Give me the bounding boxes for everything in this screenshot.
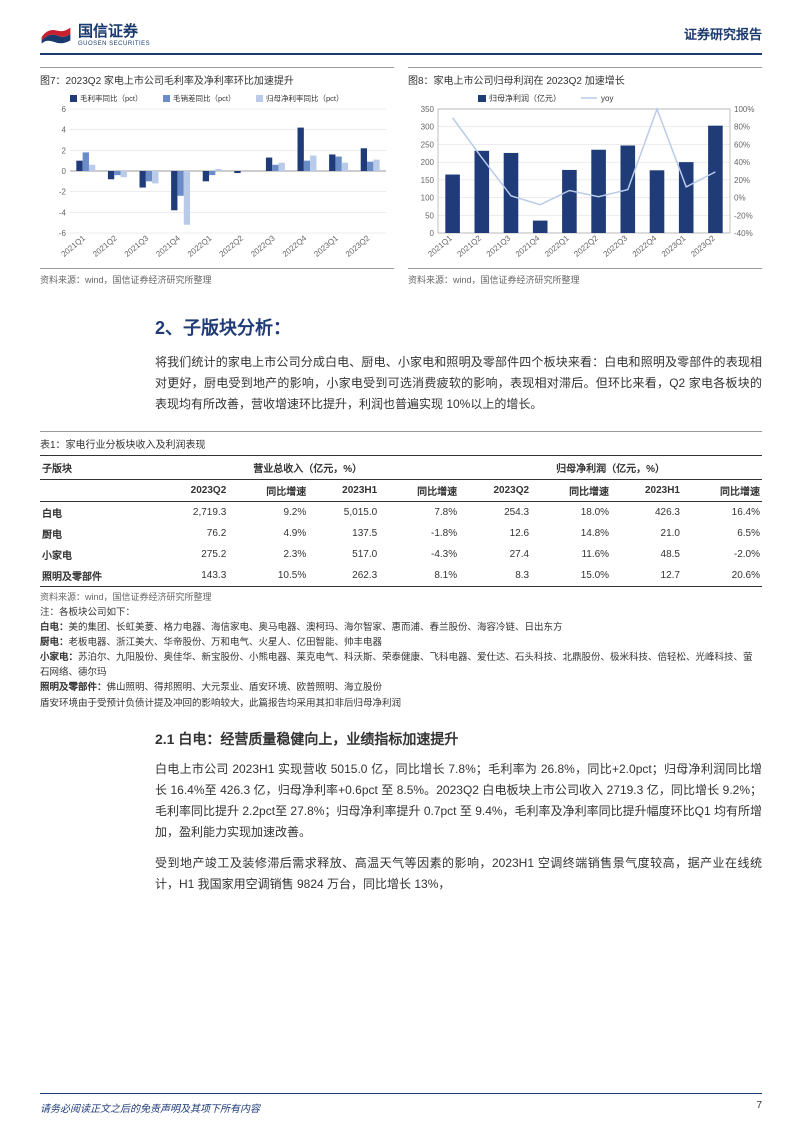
svg-text:2022Q2: 2022Q2	[217, 233, 245, 259]
table1-source: 资料来源：wind，国信证券经济研究所整理	[40, 591, 762, 605]
svg-text:6: 6	[62, 105, 67, 114]
svg-text:20%: 20%	[734, 176, 750, 185]
svg-text:毛销差同比（pct）: 毛销差同比（pct）	[173, 93, 236, 103]
svg-text:2023Q1: 2023Q1	[312, 233, 340, 259]
svg-text:2021Q2: 2021Q2	[91, 233, 119, 259]
table-row: 厨电76.24.9%137.5-1.8%12.614.8%21.06.5%	[40, 523, 762, 544]
table-note: 白电：美的集团、长虹美菱、格力电器、海信家电、奥马电器、澳柯玛、海尔智家、惠而浦…	[40, 620, 762, 635]
svg-text:4: 4	[62, 126, 67, 135]
table-row: 小家电275.22.3%517.0-4.3%27.411.6%48.5-2.0%	[40, 544, 762, 565]
svg-text:60%: 60%	[734, 140, 750, 149]
svg-text:毛利率同比（pct）: 毛利率同比（pct）	[80, 93, 143, 103]
svg-text:-20%: -20%	[734, 211, 753, 220]
page-footer: 请务必阅读正文之后的免责声明及其项下所有内容 7	[40, 1093, 762, 1115]
chart8-title: 图8：家电上市公司归母利润在 2023Q2 加速增长	[408, 72, 762, 87]
chart7-svg: -6-4-202462021Q12021Q22021Q32021Q42022Q1…	[40, 91, 394, 261]
table-row: 照明及零部件143.310.5%262.38.1%8.315.0%12.720.…	[40, 565, 762, 587]
chart8-source: 资料来源：wind，国信证券经济研究所整理	[408, 268, 762, 286]
svg-text:2: 2	[62, 146, 67, 155]
chart-8: 图8：家电上市公司归母利润在 2023Q2 加速增长 0 50 100 150 200 2…	[408, 67, 762, 286]
svg-text:300: 300	[421, 123, 435, 132]
svg-text:2023Q2: 2023Q2	[689, 233, 717, 259]
svg-text:350: 350	[421, 105, 435, 114]
subsection-2-1-p2: 受到地产竣工及装修滞后需求释放、高温天气等因素的影响，2023H1 空调终端销售…	[155, 853, 762, 895]
footer-disclaimer: 请务必阅读正文之后的免责声明及其项下所有内容	[40, 1100, 260, 1115]
logo: 国信证券 GUOSEN SECURITIES	[40, 20, 150, 47]
svg-text:2023Q1: 2023Q1	[660, 233, 688, 259]
svg-text:2021Q4: 2021Q4	[514, 233, 542, 259]
section-2-body: 将我们统计的家电上市公司分成白电、厨电、小家电和照明及零部件四个板块来看：白电和…	[155, 352, 762, 415]
logo-cn: 国信证券	[78, 20, 150, 41]
svg-text:2022Q4: 2022Q4	[281, 233, 309, 259]
svg-text:2022Q3: 2022Q3	[601, 233, 629, 259]
section-2-title: 2、子版块分析：	[155, 314, 762, 340]
svg-text:150: 150	[421, 176, 435, 185]
svg-text:归母净利润（亿元）: 归母净利润（亿元）	[489, 93, 561, 103]
svg-text:yoy: yoy	[601, 94, 613, 103]
svg-text:0: 0	[430, 229, 435, 238]
subsection-2-1-title: 2.1 白电：经营质量稳健向上，业绩指标加速提升	[155, 729, 762, 749]
table-row: 白电2,719.39.2%5,015.07.8%254.318.0%426.31…	[40, 502, 762, 524]
table-note: 厨电：老板电器、浙江美大、华帝股份、万和电气、火星人、亿田智能、帅丰电器	[40, 635, 762, 650]
svg-text:2021Q3: 2021Q3	[123, 233, 151, 259]
svg-text:50: 50	[425, 211, 434, 220]
svg-text:-6: -6	[59, 229, 67, 238]
svg-text:-2: -2	[59, 188, 67, 197]
chart7-source: 资料来源：wind，国信证券经济研究所整理	[40, 268, 394, 286]
svg-text:40%: 40%	[734, 158, 750, 167]
svg-text:100: 100	[421, 194, 435, 203]
guosen-logo-icon	[40, 22, 72, 46]
svg-text:200: 200	[421, 158, 435, 167]
page-number: 7	[756, 1100, 762, 1115]
table1-title: 表1：家电行业分板块收入及利润表现	[40, 431, 762, 451]
subsection-2-1-p1: 白电上市公司 2023H1 实现营收 5015.0 亿，同比增长 7.8%；毛利…	[155, 759, 762, 843]
svg-text:-40%: -40%	[734, 229, 753, 238]
svg-text:2022Q3: 2022Q3	[249, 233, 277, 259]
svg-text:2021Q3: 2021Q3	[485, 233, 513, 259]
report-type: 证券研究报告	[684, 24, 762, 43]
logo-en: GUOSEN SECURITIES	[78, 41, 150, 47]
table-1: 子版块营业总收入（亿元，%）归母净利润（亿元，%）2023Q2同比增速2023H…	[40, 455, 762, 587]
chart8-svg: 0 50 100 150 200 250 300 350 -40% -20% 0% 20% 40% 60%…	[408, 91, 762, 261]
page-header: 国信证券 GUOSEN SECURITIES 证券研究报告	[40, 20, 762, 55]
svg-text:2022Q4: 2022Q4	[631, 233, 659, 259]
svg-text:0: 0	[62, 167, 67, 176]
table1-notes-tail: 盾安环境由于受预计负债计提及冲回的影响较大，此篇报告均采用其扣非后归母净利润	[40, 696, 762, 711]
chart7-title: 图7：2023Q2 家电上市公司毛利率及净利率环比加速提升	[40, 72, 394, 87]
table1-notes-title: 注：各板块公司如下：	[40, 605, 762, 620]
svg-text:2021Q4: 2021Q4	[154, 233, 182, 259]
svg-text:250: 250	[421, 140, 435, 149]
svg-text:2021Q2: 2021Q2	[455, 233, 483, 259]
svg-text:2023Q2: 2023Q2	[344, 233, 372, 259]
svg-text:归母净利率同比（pct）: 归母净利率同比（pct）	[266, 93, 344, 103]
svg-text:0%: 0%	[734, 194, 746, 203]
svg-text:2022Q2: 2022Q2	[572, 233, 600, 259]
svg-text:2022Q1: 2022Q1	[186, 233, 214, 259]
svg-text:-4: -4	[59, 208, 67, 217]
table-note: 照明及零部件：佛山照明、得邦照明、大元泵业、盾安环境、欧普照明、海立股份	[40, 680, 762, 695]
chart-7: 图7：2023Q2 家电上市公司毛利率及净利率环比加速提升 -6 -4 -2 0 2 4 6…	[40, 67, 394, 286]
svg-text:2022Q1: 2022Q1	[543, 233, 571, 259]
svg-text:100%: 100%	[734, 105, 754, 114]
svg-text:80%: 80%	[734, 123, 750, 132]
table-note: 小家电：苏泊尔、九阳股份、奥佳华、新宝股份、小熊电器、莱克电气、科沃斯、荣泰健康…	[40, 650, 762, 680]
